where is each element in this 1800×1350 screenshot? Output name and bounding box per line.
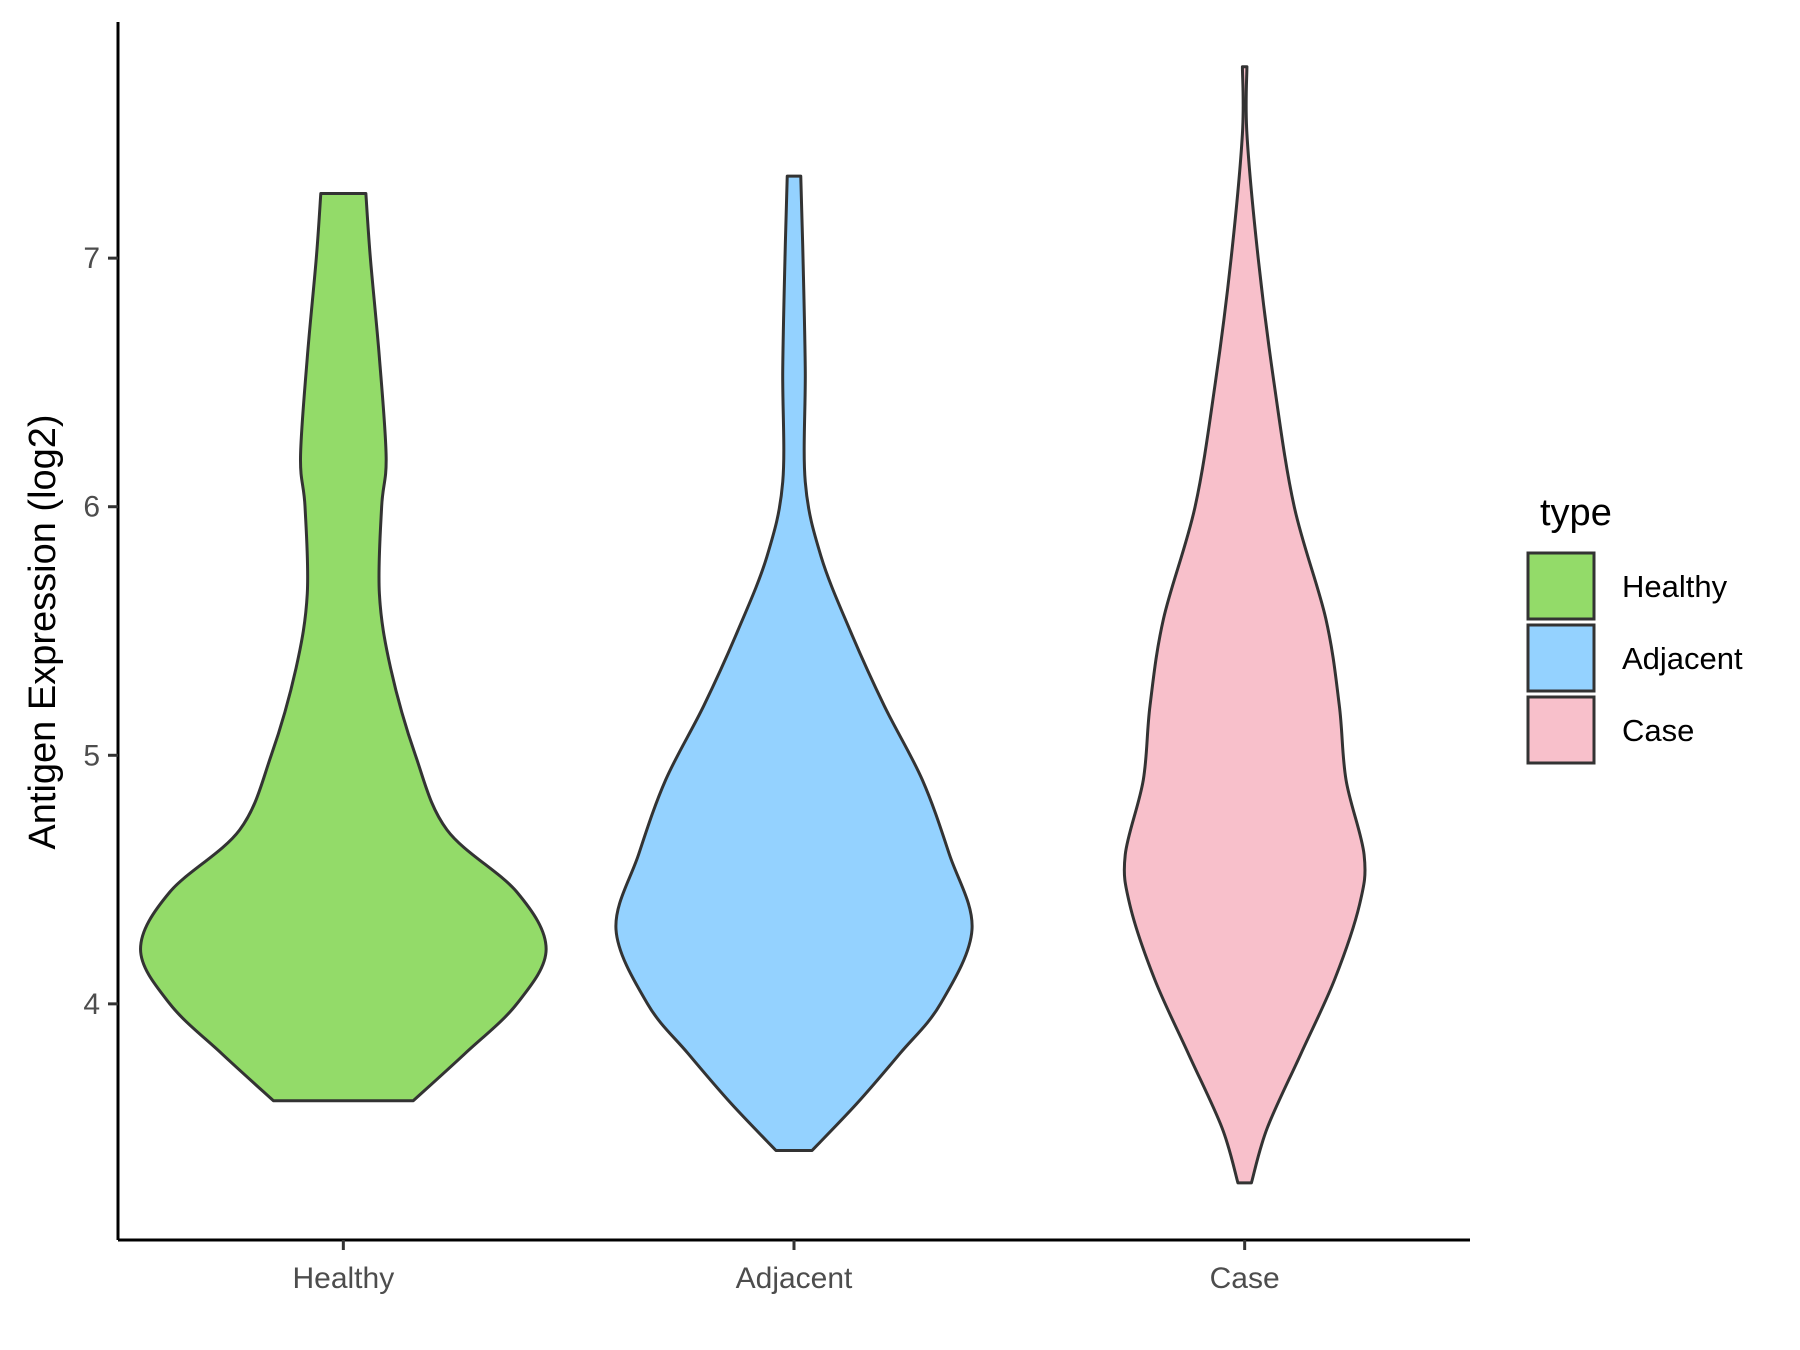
y-tick-label: 6 [83, 491, 100, 524]
x-ticks: Healthy Adjacent Case [292, 1240, 1280, 1295]
y-tick-label: 7 [83, 242, 100, 275]
legend-swatch-healthy [1526, 551, 1596, 621]
y-axis-title: Antigen Expression (log2) [22, 414, 64, 849]
axes-layer: 4 5 6 7 Healthy Adjacent Case [83, 22, 1470, 1295]
legend-label: Case [1622, 713, 1694, 748]
legend-label: Adjacent [1622, 641, 1743, 676]
violins-layer [139, 65, 1367, 1185]
x-tick-label: Case [1210, 1262, 1280, 1295]
y-tick-label: 5 [83, 739, 100, 772]
y-ticks: 4 5 6 7 [83, 242, 118, 1021]
x-tick-label: Healthy [292, 1262, 394, 1295]
legend-label: Healthy [1622, 569, 1728, 604]
x-tick-label: Adjacent [736, 1262, 853, 1295]
legend-swatch-case [1526, 695, 1596, 765]
y-tick-label: 4 [83, 988, 100, 1021]
legend-title: type [1540, 492, 1612, 534]
violin-case [1122, 65, 1367, 1185]
legend-entries: Healthy Adjacent Case [1526, 551, 1743, 765]
violin-healthy [139, 192, 548, 1103]
legend: type Healthy Adjacent Case [1526, 492, 1743, 765]
legend-swatch-adjacent [1526, 623, 1596, 693]
violin-adjacent [614, 174, 974, 1153]
